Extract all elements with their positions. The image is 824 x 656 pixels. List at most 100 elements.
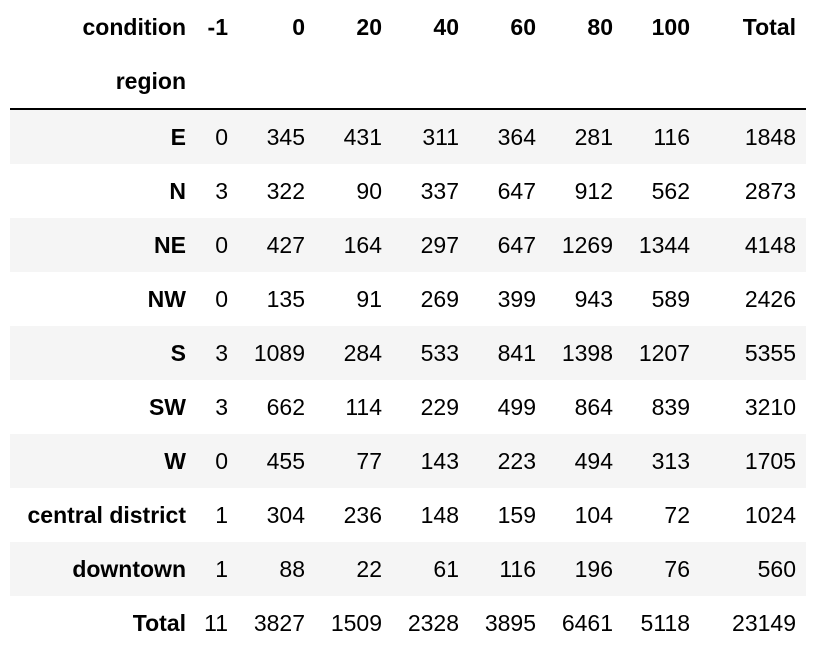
row-label: S [170,340,186,366]
table-cell: 2328 [407,610,459,636]
column-header: 80 [546,0,623,54]
table-cell: 399 [497,286,536,312]
table-cell: 839 [651,394,690,420]
table-cell: 431 [343,124,382,150]
empty-header-cell [238,54,315,110]
table-cell: 223 [497,448,536,474]
table-row: E 0 345 431 311 364 281 116 1848 [10,109,806,164]
empty-header-cell [469,54,546,110]
crosstab-table: condition -1 0 20 40 60 80 100 Total reg… [10,0,806,650]
column-header: -1 [196,0,238,54]
empty-header-cell [196,54,238,110]
table-cell: 322 [266,178,305,204]
table-cell: 0 [215,232,228,258]
table-cell: 0 [215,448,228,474]
column-axis-name: condition [10,0,196,54]
table-cell: 1509 [330,610,382,636]
empty-header-cell [700,54,806,110]
row-label: downtown [72,556,186,582]
table-cell: 1344 [638,232,690,258]
table-cell: 22 [356,556,382,582]
table-header: condition -1 0 20 40 60 80 100 Total reg… [10,0,806,110]
column-header-row: condition -1 0 20 40 60 80 100 Total [10,0,806,54]
table-cell: 91 [356,286,382,312]
table-cell: 533 [420,340,459,366]
table-cell: 11 [204,610,228,636]
table-cell: 1207 [638,340,690,366]
table-cell: 88 [279,556,305,582]
table-row: SW 3 662 114 229 499 864 839 3210 [10,380,806,434]
table-cell: 281 [574,124,613,150]
table-cell: 1398 [561,340,613,366]
table-cell: 1024 [744,502,796,528]
table-row: N 3 322 90 337 647 912 562 2873 [10,164,806,218]
row-label: E [170,124,186,150]
table-cell: 337 [420,178,459,204]
table-row: NW 0 135 91 269 399 943 589 2426 [10,272,806,326]
table-cell: 3 [215,394,228,420]
row-label: NW [147,286,186,312]
empty-header-cell [315,54,392,110]
table-cell: 3210 [744,394,796,420]
index-axis-name: region [10,54,196,110]
index-name-row: region [10,54,806,110]
table-cell: 427 [266,232,305,258]
table-cell: 943 [574,286,613,312]
table-cell: 494 [574,448,613,474]
table-cell: 864 [574,394,613,420]
table-cell: 1 [215,502,228,528]
table-cell: 143 [420,448,459,474]
row-label: NE [154,232,186,258]
table-cell: 148 [420,502,459,528]
table-cell: 116 [653,124,690,150]
column-header: Total [700,0,806,54]
column-header: 100 [623,0,700,54]
table-cell: 229 [420,394,459,420]
row-label: central district [27,502,187,528]
table-cell: 455 [266,448,305,474]
column-header: 0 [238,0,315,54]
table-cell: 3 [215,340,228,366]
table-cell: 284 [343,340,382,366]
empty-header-cell [546,54,623,110]
column-header: 60 [469,0,546,54]
table-cell: 345 [266,124,305,150]
table-cell: 77 [356,448,382,474]
table-cell: 364 [497,124,536,150]
row-label: W [164,448,186,474]
table-cell: 1848 [744,124,796,150]
table-row: downtown 1 88 22 61 116 196 76 560 [10,542,806,596]
table-cell: 3895 [484,610,536,636]
column-header: 40 [392,0,469,54]
table-cell: 311 [422,124,459,150]
table-cell: 164 [343,232,382,258]
table-cell: 2426 [744,286,796,312]
table-cell: 114 [345,394,382,420]
empty-header-cell [392,54,469,110]
table-cell: 269 [420,286,459,312]
empty-header-cell [623,54,700,110]
table-cell: 662 [266,394,305,420]
table-cell: 1 [215,556,228,582]
column-header: 20 [315,0,392,54]
table-cell: 72 [664,502,690,528]
table-cell: 90 [356,178,382,204]
table-cell: 196 [574,556,613,582]
row-label: SW [148,394,186,420]
table-cell: 5118 [640,610,690,636]
table-cell: 76 [664,556,690,582]
table-cell: 1089 [253,340,305,366]
table-cell: 647 [497,178,536,204]
table-cell: 104 [574,502,613,528]
table-cell: 116 [499,556,536,582]
table-cell: 562 [651,178,690,204]
table-cell: 4148 [744,232,796,258]
table-cell: 0 [215,124,228,150]
table-row: S 3 1089 284 533 841 1398 1207 5355 [10,326,806,380]
table-cell: 6461 [561,610,613,636]
table-cell: 3827 [253,610,305,636]
table-cell: 159 [497,502,536,528]
table-cell: 23149 [732,610,796,636]
table-row: W 0 455 77 143 223 494 313 1705 [10,434,806,488]
